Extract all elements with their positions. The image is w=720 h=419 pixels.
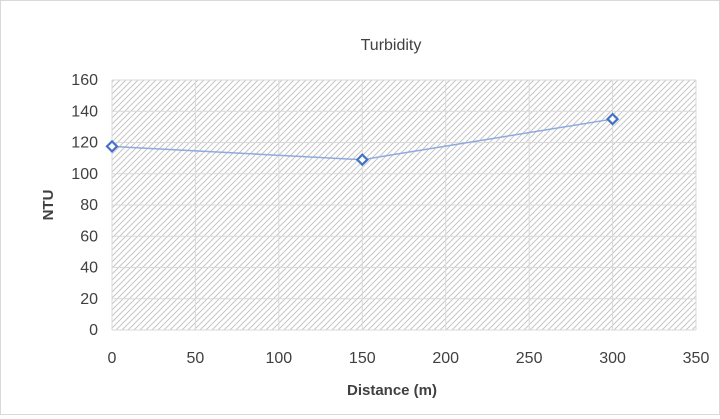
x-tick-label: 300 xyxy=(599,350,626,367)
data-point-marker xyxy=(355,153,369,167)
y-tick-label: 60 xyxy=(80,228,98,245)
y-axis-title: NTU xyxy=(40,190,57,221)
x-tick-label: 50 xyxy=(187,350,205,367)
y-tick-label: 80 xyxy=(80,197,98,214)
x-tick-label: 0 xyxy=(108,350,117,367)
x-tick-label: 200 xyxy=(432,350,459,367)
gridlines xyxy=(111,79,697,331)
x-tick-label: 100 xyxy=(266,350,293,367)
x-tick-label: 250 xyxy=(516,350,543,367)
data-series xyxy=(105,112,620,167)
chart-title: Turbidity xyxy=(361,37,422,54)
x-tick-label: 150 xyxy=(349,350,376,367)
x-tick-label: 350 xyxy=(683,350,710,367)
tick-labels: 0 20 40 60 80 100 120 140 160 0 50 100 150 200 250 300 3… xyxy=(71,72,709,367)
x-axis-title: Distance (m) xyxy=(347,382,437,399)
y-tick-label: 120 xyxy=(71,135,98,152)
y-tick-label: 40 xyxy=(80,260,98,277)
y-tick-label: 0 xyxy=(89,322,98,339)
data-point-marker xyxy=(606,112,620,126)
data-point-marker xyxy=(105,139,119,153)
y-tick-label: 140 xyxy=(71,103,98,120)
y-tick-label: 20 xyxy=(80,291,98,308)
y-tick-label: 160 xyxy=(71,72,98,89)
y-tick-label: 100 xyxy=(71,166,98,183)
